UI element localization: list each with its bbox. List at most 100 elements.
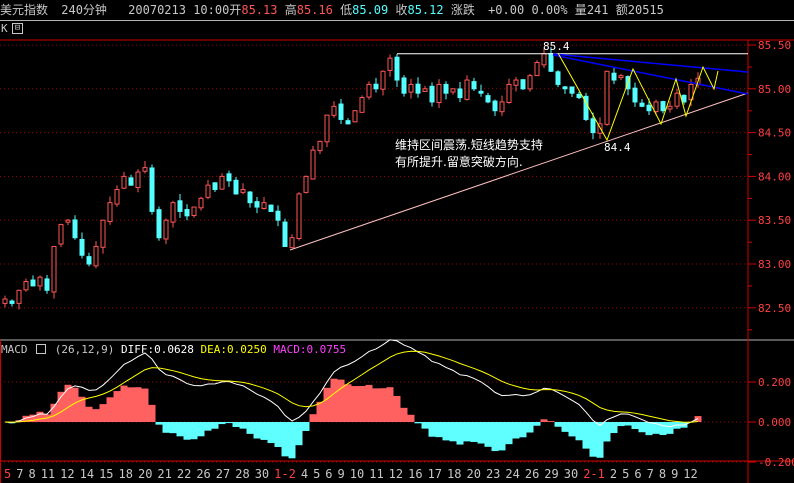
macd-bar	[477, 422, 485, 444]
macd-bar	[288, 422, 296, 459]
candle-up	[604, 70, 610, 125]
candle-up	[163, 219, 169, 240]
candle-down	[177, 200, 183, 212]
macd-bar	[148, 404, 156, 422]
macd-params[interactable]: (26,12,9)	[54, 343, 115, 356]
macd-bar	[582, 422, 590, 449]
annotation-line-1: 维持区间震荡.短线趋势支持	[395, 138, 543, 152]
candle-up	[2, 298, 8, 304]
macd-bar	[484, 422, 492, 447]
open-label: 开	[229, 3, 242, 17]
candle-up	[534, 62, 540, 77]
macd-bar	[372, 388, 380, 422]
change-label: 涨跌	[450, 3, 475, 17]
candle-up	[366, 83, 372, 98]
macd-bar	[512, 422, 520, 439]
diff-value: DIFF:0.0628	[120, 343, 194, 356]
candle-down	[79, 238, 85, 256]
lower-channel-line	[552, 54, 749, 95]
x-axis-label: 30	[563, 467, 579, 481]
x-axis-label: 2	[609, 467, 618, 481]
candle-up	[541, 53, 547, 66]
macd-bar	[575, 422, 583, 441]
change-pct: 0.00%	[531, 3, 568, 17]
open-value: 85.13	[241, 3, 278, 17]
candle-up	[387, 57, 393, 71]
x-axis-label: 1-2	[274, 467, 296, 481]
macd-bar	[57, 391, 65, 422]
candle-down	[520, 79, 526, 90]
candle-down	[345, 120, 351, 125]
x-axis-label: 15	[99, 467, 114, 481]
macd-bar	[568, 422, 576, 437]
macd-bar	[211, 422, 219, 429]
amount-label: 额	[615, 3, 628, 17]
macd-bar	[85, 406, 93, 422]
macd-bar	[36, 411, 44, 422]
macd-bar	[554, 422, 562, 427]
low-value: 85.09	[352, 3, 389, 17]
macd-bar	[344, 384, 352, 422]
candle-up	[93, 245, 99, 267]
macd-bar	[617, 422, 625, 427]
candle-down	[254, 201, 260, 208]
candle-down	[247, 191, 253, 204]
x-axis-label: 7	[646, 467, 654, 481]
x-axis-label: 6	[634, 467, 642, 481]
candle-down	[275, 210, 281, 221]
candle-down	[233, 179, 239, 195]
macd-bar	[106, 397, 114, 422]
candle-up	[317, 140, 323, 152]
macd-bar	[610, 422, 618, 434]
macd-bar	[281, 422, 289, 457]
candle-down	[226, 173, 232, 182]
macd-bar	[666, 422, 674, 434]
macd-bar	[351, 386, 359, 422]
price-tick-label: 84.00	[758, 170, 791, 183]
macd-bar	[652, 422, 660, 434]
macd-bar	[337, 379, 345, 422]
candle-up	[261, 202, 267, 209]
macd-bar	[176, 422, 184, 437]
x-axis-label: 30	[254, 467, 270, 481]
macd-bar	[624, 422, 632, 426]
macd-bar	[92, 409, 100, 422]
candle-up	[65, 219, 71, 223]
candle-up	[205, 184, 211, 198]
candle-down	[212, 182, 218, 191]
x-axis-label: 7	[16, 467, 24, 481]
candle-down	[443, 83, 449, 94]
candle-down	[149, 167, 155, 212]
candle-down	[156, 209, 162, 239]
macd-bar	[274, 422, 282, 448]
macd-bar	[526, 422, 534, 433]
k-chart-icon[interactable]: K	[1, 22, 8, 35]
x-axis-label: 10	[349, 467, 365, 481]
macd-bar	[64, 384, 72, 422]
macd-bar	[463, 422, 471, 442]
candle-up	[58, 224, 64, 245]
macd-bar	[267, 422, 275, 444]
candle-down	[646, 104, 652, 112]
collapse-icon[interactable]: ⊟	[12, 23, 23, 34]
candle-down	[562, 86, 568, 90]
x-axis-label: 24	[505, 467, 520, 481]
candle-up	[618, 75, 624, 79]
datetime: 20070213 10:00	[128, 3, 230, 17]
candle-up	[107, 202, 113, 223]
candle-up	[310, 149, 316, 180]
macd-collapse-icon[interactable]	[36, 344, 47, 354]
period[interactable]: 240分钟	[61, 3, 107, 17]
candle-up	[142, 167, 148, 172]
candle-down	[86, 256, 92, 265]
x-axis-label: 12	[388, 467, 404, 481]
macd-name[interactable]: MACD	[1, 343, 28, 356]
price-tick-label: 83.50	[758, 214, 791, 227]
zigzag-pattern	[557, 52, 719, 142]
x-axis-label: 21	[157, 467, 172, 481]
macd-bar	[596, 422, 604, 458]
x-axis-label: 12	[60, 467, 75, 481]
close-value: 85.12	[407, 3, 444, 17]
candle-up	[191, 206, 197, 217]
